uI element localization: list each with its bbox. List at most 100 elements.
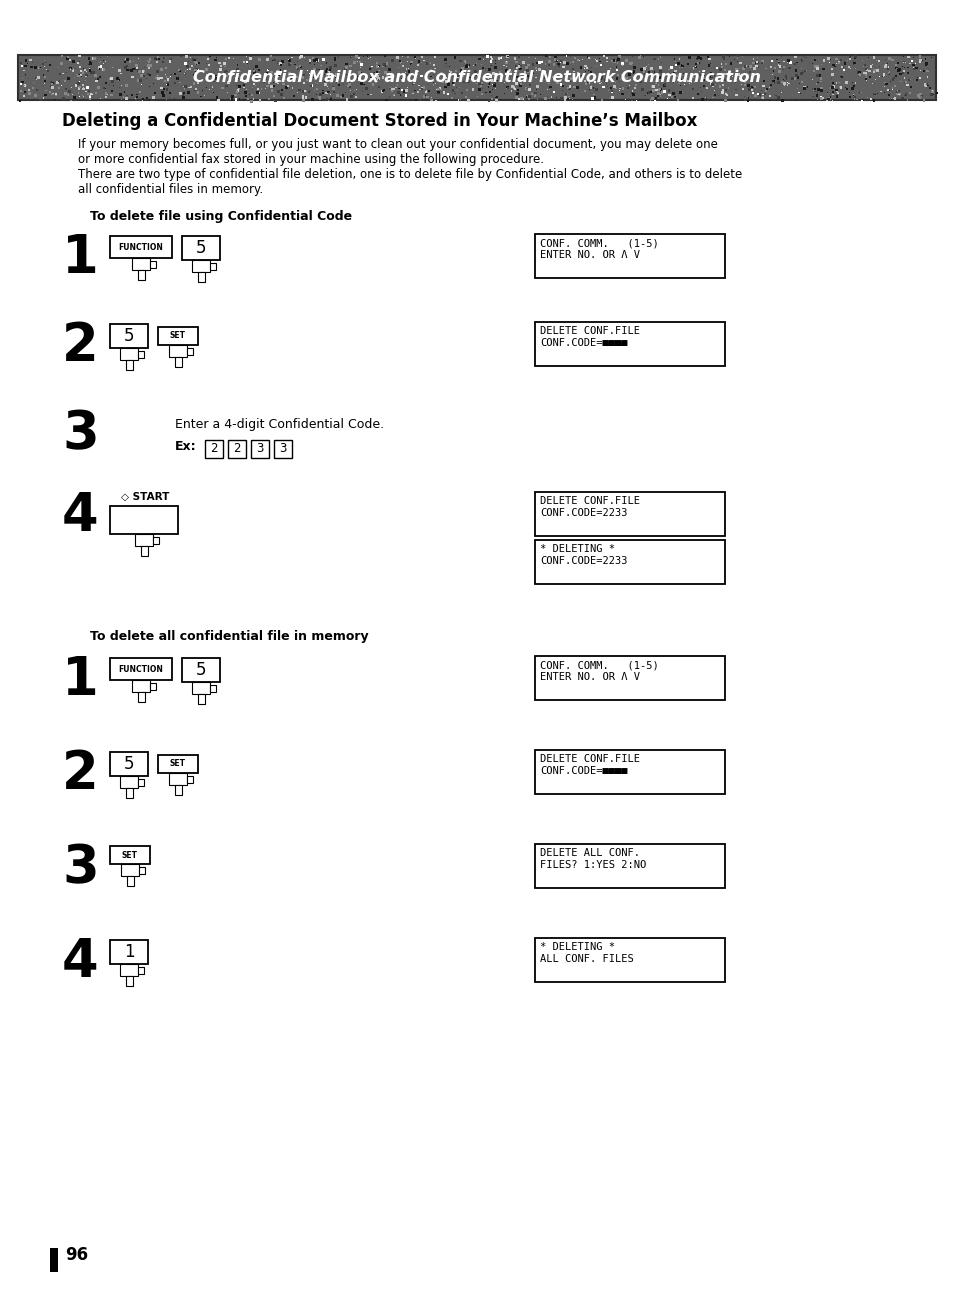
Bar bbox=[156, 77, 159, 80]
Bar bbox=[538, 98, 541, 101]
Bar bbox=[902, 70, 904, 72]
Text: To delete all confidential file in memory: To delete all confidential file in memor… bbox=[90, 630, 368, 642]
Bar bbox=[268, 98, 270, 99]
Bar bbox=[457, 99, 459, 101]
Bar bbox=[210, 685, 215, 691]
Bar bbox=[902, 77, 904, 79]
Bar bbox=[430, 99, 433, 102]
Bar bbox=[510, 71, 512, 72]
Bar bbox=[45, 94, 47, 95]
Bar bbox=[759, 95, 760, 97]
Bar bbox=[49, 64, 51, 66]
Bar bbox=[519, 64, 521, 66]
Bar bbox=[723, 70, 725, 71]
Bar bbox=[631, 62, 633, 64]
Bar bbox=[235, 72, 238, 75]
Bar bbox=[198, 272, 205, 283]
Bar bbox=[187, 92, 189, 93]
Bar bbox=[334, 57, 335, 59]
Bar bbox=[321, 58, 324, 61]
Bar bbox=[253, 83, 255, 85]
Bar bbox=[763, 93, 765, 95]
Bar bbox=[332, 86, 335, 90]
Bar bbox=[461, 92, 463, 94]
Bar bbox=[599, 76, 602, 79]
Bar bbox=[477, 89, 480, 92]
Bar bbox=[135, 66, 137, 68]
Bar bbox=[651, 85, 654, 88]
Bar bbox=[829, 97, 831, 98]
Bar bbox=[110, 940, 148, 964]
Bar bbox=[370, 77, 372, 80]
Bar bbox=[264, 77, 266, 80]
Bar bbox=[863, 64, 864, 66]
Bar bbox=[166, 88, 168, 90]
Bar bbox=[363, 84, 364, 85]
Bar bbox=[118, 79, 120, 81]
Bar bbox=[105, 92, 107, 94]
Bar bbox=[601, 85, 604, 88]
Bar bbox=[303, 57, 305, 58]
Bar bbox=[782, 83, 785, 85]
Bar bbox=[426, 62, 428, 64]
Bar bbox=[477, 84, 479, 85]
Bar bbox=[642, 67, 645, 70]
Text: * DELETING *: * DELETING * bbox=[539, 942, 615, 952]
Bar bbox=[118, 70, 121, 72]
Bar bbox=[365, 88, 367, 89]
Bar bbox=[566, 98, 568, 99]
Bar bbox=[162, 94, 165, 97]
Bar bbox=[70, 67, 72, 70]
Bar bbox=[381, 76, 384, 79]
Bar bbox=[499, 99, 500, 101]
Bar bbox=[515, 66, 517, 67]
Bar bbox=[358, 61, 361, 63]
Bar bbox=[301, 99, 304, 102]
Bar bbox=[722, 72, 725, 75]
Bar bbox=[62, 98, 65, 101]
Bar bbox=[314, 68, 315, 70]
Bar bbox=[234, 98, 237, 101]
Bar bbox=[579, 75, 582, 77]
Bar bbox=[28, 89, 30, 90]
Bar bbox=[396, 84, 398, 85]
Text: DELETE ALL CONF.: DELETE ALL CONF. bbox=[539, 848, 639, 858]
Bar bbox=[110, 324, 148, 348]
Bar bbox=[94, 74, 97, 76]
Bar bbox=[507, 55, 508, 57]
Bar bbox=[912, 68, 914, 71]
Bar bbox=[908, 92, 910, 94]
Bar bbox=[82, 71, 84, 74]
Bar bbox=[350, 95, 353, 98]
Bar bbox=[187, 777, 193, 783]
Bar bbox=[297, 68, 299, 71]
Bar bbox=[700, 90, 701, 93]
Bar bbox=[612, 59, 614, 62]
Bar bbox=[890, 59, 893, 62]
Bar bbox=[174, 83, 176, 84]
Bar bbox=[848, 58, 850, 59]
Bar bbox=[72, 70, 74, 71]
Bar bbox=[624, 80, 626, 83]
Bar bbox=[124, 61, 126, 63]
Bar bbox=[658, 76, 660, 80]
Bar bbox=[700, 58, 701, 59]
Bar bbox=[93, 71, 95, 74]
Bar bbox=[355, 77, 357, 80]
Bar bbox=[884, 64, 886, 67]
Bar bbox=[166, 76, 167, 77]
Bar bbox=[551, 76, 554, 79]
Bar bbox=[721, 55, 724, 58]
Bar bbox=[528, 57, 529, 58]
Bar bbox=[611, 61, 613, 62]
Bar bbox=[248, 72, 251, 75]
Bar bbox=[589, 71, 591, 74]
Bar bbox=[111, 80, 113, 83]
Bar bbox=[563, 97, 566, 99]
Bar bbox=[327, 71, 329, 74]
Bar bbox=[217, 76, 220, 79]
Bar bbox=[895, 75, 896, 76]
Bar bbox=[451, 89, 454, 92]
Bar bbox=[697, 62, 699, 64]
Bar bbox=[676, 99, 679, 102]
